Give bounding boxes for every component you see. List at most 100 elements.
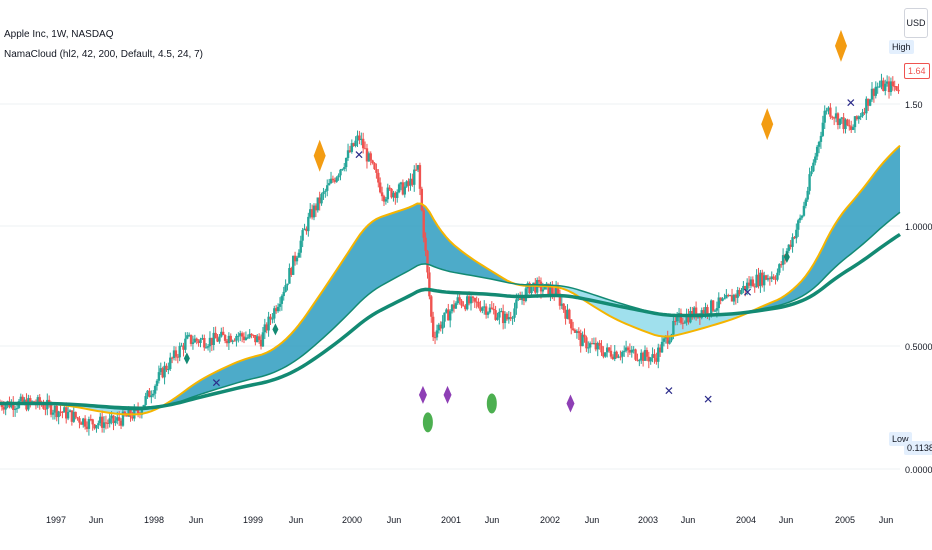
candle-body bbox=[692, 307, 696, 318]
candle-body bbox=[233, 340, 236, 342]
candle-body bbox=[346, 150, 350, 158]
candle-body bbox=[361, 138, 365, 149]
candle-body bbox=[97, 423, 100, 426]
candle-body bbox=[719, 297, 722, 301]
candle-body bbox=[193, 338, 197, 343]
candle-body bbox=[116, 417, 119, 421]
candle-body bbox=[119, 420, 123, 426]
candle-body bbox=[87, 419, 91, 429]
candle-body bbox=[728, 295, 732, 297]
candle-body bbox=[738, 290, 741, 295]
y-tick-label: 1.50 bbox=[905, 100, 923, 110]
candle-body bbox=[165, 365, 168, 370]
candle-body bbox=[153, 385, 157, 394]
candle-body bbox=[781, 255, 785, 265]
candle-body bbox=[235, 336, 238, 341]
candle-body bbox=[566, 309, 569, 319]
candle-body bbox=[284, 285, 287, 292]
candle-body bbox=[734, 294, 738, 298]
candle-body bbox=[817, 141, 821, 147]
candle-body bbox=[838, 118, 842, 125]
x-tick-label: 1999 bbox=[243, 515, 263, 525]
x-tick-label: Jun bbox=[779, 515, 794, 525]
candle-body bbox=[430, 296, 433, 317]
candle-body bbox=[761, 272, 764, 286]
candle-body bbox=[607, 347, 611, 351]
candle-body bbox=[844, 119, 847, 130]
candle-body bbox=[104, 422, 108, 424]
indicator-legend[interactable]: NamaCloud (hl2, 42, 200, Default, 4.5, 2… bbox=[4, 49, 204, 60]
candle-body bbox=[473, 297, 476, 302]
cross-signal: ✕ bbox=[664, 384, 674, 398]
candle-body bbox=[632, 349, 635, 351]
candle-body bbox=[460, 300, 463, 306]
candle-body bbox=[282, 291, 285, 297]
candle-body bbox=[849, 126, 853, 130]
candle-body bbox=[445, 309, 448, 313]
candle-body bbox=[286, 283, 289, 286]
candle-body bbox=[588, 343, 592, 348]
candle-body bbox=[108, 418, 111, 424]
candle-body bbox=[363, 148, 367, 150]
candle-body bbox=[681, 322, 685, 324]
candle-body bbox=[486, 312, 490, 315]
candle-body bbox=[541, 289, 545, 292]
candle-body bbox=[636, 359, 639, 361]
candle-body bbox=[195, 338, 198, 341]
candle-body bbox=[674, 320, 677, 322]
candle-body bbox=[159, 368, 162, 373]
candle-body bbox=[373, 163, 376, 170]
candle-body bbox=[872, 88, 876, 96]
candle-body bbox=[80, 422, 83, 425]
candle-body bbox=[668, 340, 671, 344]
candle-body bbox=[333, 180, 337, 182]
candle-body bbox=[893, 86, 896, 88]
candle-body bbox=[530, 284, 533, 294]
candle-body bbox=[121, 411, 125, 426]
candle-body bbox=[49, 403, 53, 415]
candle-body bbox=[791, 237, 794, 247]
candle-body bbox=[634, 349, 637, 360]
candle-body bbox=[876, 86, 879, 88]
candle-body bbox=[759, 272, 762, 287]
candle-body bbox=[624, 347, 628, 351]
purple-diamond-signal bbox=[566, 394, 575, 413]
candle-body bbox=[66, 411, 70, 419]
candle-body bbox=[469, 296, 473, 304]
candle-body bbox=[303, 228, 306, 231]
candle-body bbox=[223, 335, 227, 341]
candle-body bbox=[534, 282, 537, 293]
x-tick-label: 2001 bbox=[441, 515, 461, 525]
candle-body bbox=[855, 116, 859, 120]
candle-body bbox=[310, 209, 314, 218]
candle-body bbox=[89, 419, 92, 421]
candle-body bbox=[441, 321, 444, 329]
candle-body bbox=[439, 324, 442, 329]
candle-body bbox=[458, 297, 461, 301]
candle-body bbox=[778, 264, 781, 273]
candle-body bbox=[339, 169, 342, 176]
grid-lines bbox=[0, 103, 900, 470]
candle-body bbox=[770, 276, 773, 280]
candle-body bbox=[280, 296, 284, 304]
candle-body bbox=[394, 192, 397, 198]
currency-button[interactable]: USD bbox=[904, 8, 928, 38]
candle-body bbox=[379, 182, 382, 193]
candle-body bbox=[488, 307, 492, 313]
candle-body bbox=[256, 336, 259, 343]
candle-body bbox=[895, 86, 898, 90]
candle-body bbox=[797, 220, 800, 230]
candle-body bbox=[411, 178, 414, 185]
candle-body bbox=[288, 268, 291, 284]
symbol-title: Apple Inc, 1W, NASDAQ bbox=[4, 29, 114, 40]
candle-body bbox=[562, 303, 565, 310]
candle-body bbox=[447, 309, 450, 321]
candle-body bbox=[751, 279, 755, 287]
candle-body bbox=[617, 356, 620, 358]
candle-body bbox=[626, 347, 630, 350]
candle-body bbox=[568, 309, 571, 320]
candle-body bbox=[140, 409, 144, 415]
candle-body bbox=[492, 308, 495, 311]
candle-body bbox=[638, 360, 641, 362]
